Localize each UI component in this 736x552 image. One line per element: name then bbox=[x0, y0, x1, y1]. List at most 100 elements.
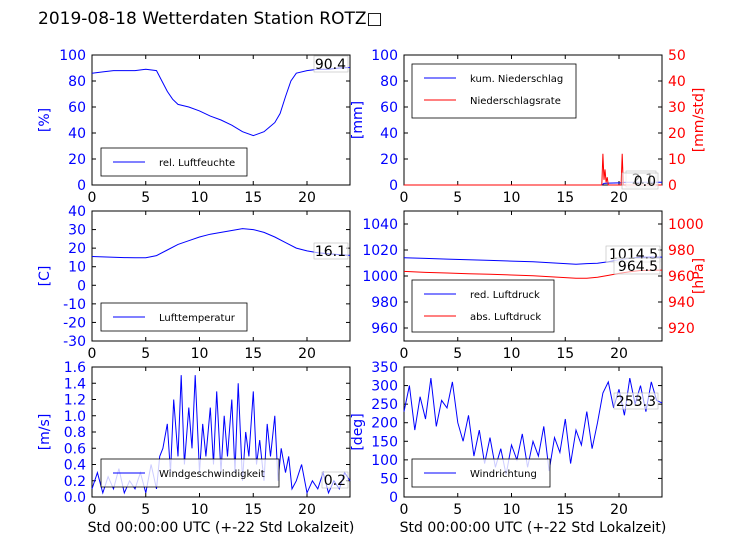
y-tick-label: 1000 bbox=[362, 269, 398, 285]
series-line bbox=[404, 153, 662, 186]
y-axis-label: [mm] bbox=[350, 101, 366, 139]
legend-box bbox=[411, 279, 555, 333]
y-tick-label: 0 bbox=[389, 490, 398, 506]
x-tick-label: 20 bbox=[610, 190, 628, 206]
y-tick-label-right: 20 bbox=[668, 126, 686, 142]
annotation-box bbox=[313, 242, 349, 260]
y-tick-label: 1.0 bbox=[64, 409, 86, 425]
annotation-label: 0.0 bbox=[634, 174, 656, 190]
legend-label: red. Luftdruck bbox=[470, 290, 540, 301]
x-tick-label: 0 bbox=[88, 190, 97, 206]
y-axis-label: [m/s] bbox=[37, 414, 53, 451]
y-tick-label: -10 bbox=[63, 297, 86, 313]
y-tick-label-right: 40 bbox=[668, 74, 686, 90]
y-tick-label: 100 bbox=[371, 48, 398, 64]
y-tick-label: 200 bbox=[371, 416, 398, 432]
y-tick-label: 80 bbox=[68, 74, 86, 90]
y-tick-label: 50 bbox=[380, 471, 398, 487]
y-tick-label: 40 bbox=[380, 126, 398, 142]
y-tick-label-right: 10 bbox=[668, 152, 686, 168]
x-tick-label: 10 bbox=[503, 346, 521, 362]
y-tick-label: 300 bbox=[371, 379, 398, 395]
x-tick-label: 0 bbox=[400, 502, 409, 518]
x-axis-label: Std 00:00:00 UTC (+-22 Std Lokalzeit) bbox=[400, 520, 667, 536]
annotation-box bbox=[613, 392, 659, 410]
annotation-label: 253.3 bbox=[616, 394, 656, 410]
y-tick-label: 1.2 bbox=[64, 393, 86, 409]
x-tick-label: 20 bbox=[610, 346, 628, 362]
x-tick-label: 10 bbox=[191, 190, 209, 206]
x-tick-label: 0 bbox=[88, 502, 97, 518]
y-tick-label: 0.4 bbox=[64, 458, 86, 474]
page-title: 2019-08-18 Wetterdaten Station ROTZ□ bbox=[38, 9, 383, 29]
y-tick-label: -20 bbox=[63, 315, 86, 331]
y-tick-label: 20 bbox=[380, 152, 398, 168]
y-tick-label: 40 bbox=[68, 126, 86, 142]
y-tick-label: 1020 bbox=[362, 243, 398, 259]
x-tick-label: 20 bbox=[298, 502, 316, 518]
x-tick-label: 20 bbox=[298, 346, 316, 362]
legend-label: abs. Luftdruck bbox=[470, 312, 541, 323]
y-tick-label: 0.6 bbox=[64, 441, 86, 457]
x-tick-label: 10 bbox=[191, 502, 209, 518]
y-tick-label-right: 0 bbox=[668, 178, 677, 194]
y-tick-label: -30 bbox=[63, 334, 86, 350]
y-axis-label: [%] bbox=[37, 108, 53, 132]
y-tick-label-right: 30 bbox=[668, 100, 686, 116]
y-tick-label-right: 1000 bbox=[668, 217, 704, 233]
y-tick-label: 1.6 bbox=[64, 360, 86, 376]
y-tick-label: 40 bbox=[68, 204, 86, 220]
annotation-label: 16.1 bbox=[315, 244, 346, 260]
x-tick-label: 10 bbox=[191, 346, 209, 362]
x-tick-label: 5 bbox=[141, 502, 150, 518]
legend-label: Windgeschwindigkeit bbox=[159, 469, 265, 480]
legend-label: Windrichtung bbox=[470, 469, 537, 480]
annotation-box bbox=[313, 55, 349, 73]
x-tick-label: 5 bbox=[141, 190, 150, 206]
y-tick-label: 980 bbox=[371, 295, 398, 311]
x-tick-label: 5 bbox=[453, 346, 462, 362]
y-tick-label: 250 bbox=[371, 397, 398, 413]
x-tick-label: 15 bbox=[244, 346, 262, 362]
y-tick-label-right: 960 bbox=[668, 269, 695, 285]
legend-label: rel. Luftfeuchte bbox=[159, 158, 235, 169]
x-tick-label: 0 bbox=[400, 346, 409, 362]
x-tick-label: 5 bbox=[453, 502, 462, 518]
series-line bbox=[91, 228, 351, 259]
x-tick-label: 15 bbox=[244, 190, 262, 206]
y-tick-label: 960 bbox=[371, 321, 398, 337]
y-tick-label: 0 bbox=[77, 178, 86, 194]
legend-box bbox=[411, 63, 577, 119]
legend-label: kum. Niederschlag bbox=[470, 74, 563, 85]
y-tick-label: 60 bbox=[380, 100, 398, 116]
annotation-label: 964.5 bbox=[618, 259, 658, 275]
y-tick-label: 0.2 bbox=[64, 474, 86, 490]
y-tick-label: 20 bbox=[68, 241, 86, 257]
legend-label: Niederschlagsrate bbox=[470, 96, 561, 107]
series-line bbox=[91, 67, 351, 137]
x-tick-label: 15 bbox=[556, 346, 574, 362]
y-axis-label: [deg] bbox=[350, 413, 366, 450]
series-line bbox=[403, 378, 663, 475]
y-tick-label: 20 bbox=[68, 152, 86, 168]
x-tick-label: 5 bbox=[141, 346, 150, 362]
y-tick-label: 30 bbox=[68, 223, 86, 239]
x-tick-label: 15 bbox=[556, 502, 574, 518]
y-tick-label: 0 bbox=[77, 278, 86, 294]
x-tick-label: 10 bbox=[503, 190, 521, 206]
legend-label: Lufttemperatur bbox=[159, 313, 236, 324]
y-axis-label-right: [hPa] bbox=[691, 258, 707, 294]
y-tick-label: 1040 bbox=[362, 217, 398, 233]
y-tick-label: 1.4 bbox=[64, 376, 86, 392]
plot-frame bbox=[91, 54, 351, 186]
y-tick-label: 0 bbox=[389, 178, 398, 194]
x-tick-label: 0 bbox=[88, 346, 97, 362]
y-tick-label: 60 bbox=[68, 100, 86, 116]
annotation-box bbox=[613, 257, 661, 275]
y-axis-label: [C] bbox=[37, 266, 53, 287]
x-tick-label: 10 bbox=[503, 502, 521, 518]
y-tick-label-right: 50 bbox=[668, 48, 686, 64]
y-tick-label: 10 bbox=[68, 260, 86, 276]
plot-frame bbox=[91, 210, 351, 342]
